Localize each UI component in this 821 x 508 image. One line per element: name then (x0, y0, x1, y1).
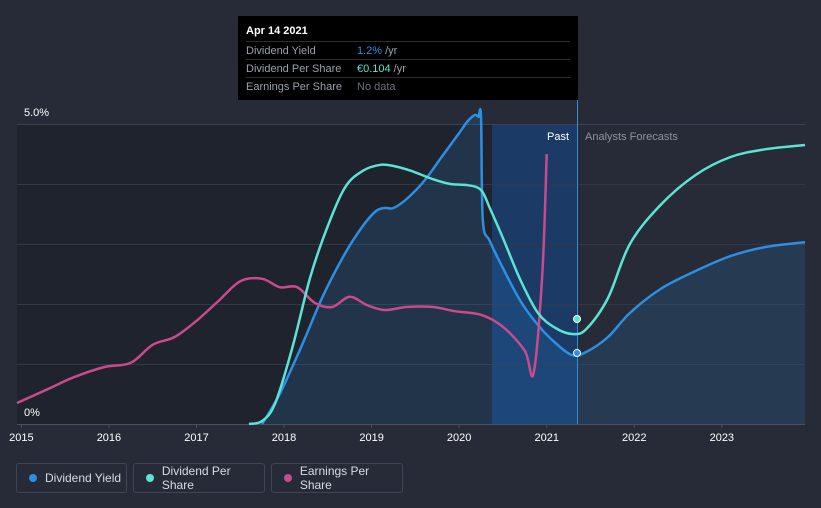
dividend-yield-area (262, 109, 805, 425)
x-tick-label: 2021 (534, 432, 558, 444)
tooltip-row-dividend-per-share: Dividend Per Share €0.104 /yr (246, 59, 570, 77)
tooltip-row-earnings-per-share: Earnings Per Share No data (246, 77, 570, 95)
legend-dividend-per-share[interactable]: Dividend Per Share (133, 463, 265, 493)
tooltip-row-dividend-yield: Dividend Yield 1.2% /yr (246, 41, 570, 59)
tooltip-label: Earnings Per Share (246, 80, 342, 93)
tooltip-value: No data (357, 80, 396, 93)
x-tick-label: 2022 (622, 432, 646, 444)
tooltip-value: 1.2% (357, 44, 383, 57)
tooltip-unit: /yr (393, 62, 406, 75)
legend-dot-icon (146, 474, 154, 482)
forecast-label: Analysts Forecasts (585, 131, 678, 143)
legend-label: Earnings Per Share (299, 464, 370, 492)
legend-label: Dividend Yield (45, 471, 122, 485)
dividend-yield-marker[interactable] (573, 349, 581, 357)
y-tick-label-top: 5.0% (24, 107, 49, 119)
y-tick-label-zero: 0% (24, 407, 40, 419)
tooltip-label: Dividend Yield (246, 44, 316, 57)
legend-label: Dividend Per Share (161, 464, 231, 492)
tooltip-unit: /yr (385, 44, 398, 57)
legend-dividend-yield[interactable]: Dividend Yield (16, 463, 127, 493)
tooltip-date: Apr 14 2021 (246, 25, 308, 37)
x-tick-label: 2023 (710, 432, 734, 444)
x-tick-label: 2016 (97, 432, 121, 444)
tooltip: Apr 14 2021 Dividend Yield 1.2% /yr Divi… (238, 16, 578, 100)
dividend-yield-line (261, 108, 806, 425)
past-label: Past (547, 131, 569, 143)
legend-dot-icon (284, 474, 292, 482)
tooltip-value: €0.104 (357, 62, 391, 75)
x-tick-label: 2019 (359, 432, 383, 444)
x-tick-label: 2020 (447, 432, 471, 444)
legend-dot-icon (29, 474, 37, 482)
dividend-per-share-marker[interactable] (573, 315, 581, 323)
history-shade (17, 125, 492, 424)
x-tick-label: 2018 (272, 432, 296, 444)
tooltip-label: Dividend Per Share (246, 62, 342, 75)
dividend-per-share-line (248, 143, 806, 426)
x-tick-label: 2015 (9, 432, 33, 444)
legend-earnings-per-share[interactable]: Earnings Per Share (271, 463, 403, 493)
x-tick-label: 2017 (184, 432, 208, 444)
earnings-per-share-line (16, 153, 548, 405)
